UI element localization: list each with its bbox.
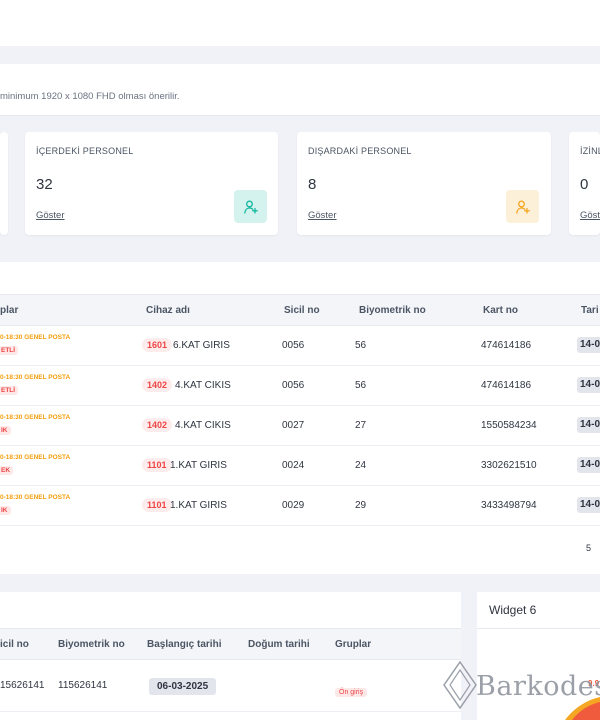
col-groups: Gruplar xyxy=(335,639,372,650)
sicil-no: 0027 xyxy=(282,420,305,431)
widget-title: Widget 6 xyxy=(489,603,537,617)
card-no: 474614186 xyxy=(481,380,532,391)
card-value: 32 xyxy=(36,176,53,193)
col-sicil-no: icil no xyxy=(0,639,29,650)
col-start-date: Başlangıç tarihi xyxy=(147,639,222,650)
date-badge: 14-0 xyxy=(577,497,600,513)
status-badge: ETLİ xyxy=(0,346,19,355)
device-name: 1.KAT GIRIS xyxy=(170,500,227,511)
stat-card-inside-personnel: İÇERDEKİ PERSONEL 32 Göster xyxy=(25,132,278,235)
gauge-chart: 9.9 xyxy=(565,679,600,720)
sicil-no: 0029 xyxy=(282,500,305,511)
access-log-panel: plar Cihaz adı Sicil no Biyometrik no Ka… xyxy=(0,262,600,574)
device-name: 6.KAT GIRIS xyxy=(173,340,230,351)
col-biometric-no: Biyometrik no xyxy=(58,639,125,650)
device-code-badge: 1402 xyxy=(142,378,173,392)
biometric-no: 27 xyxy=(355,420,367,431)
table-row[interactable]: 15626141 115626141 06-03-2025 Ön giriş xyxy=(0,660,461,712)
card-title: İZİNL xyxy=(580,146,600,156)
user-add-icon xyxy=(515,200,530,214)
resolution-notice: minimum 1920 x 1080 FHD olması önerilir. xyxy=(0,64,600,116)
barkodes-logo-icon xyxy=(443,660,477,710)
card-title: DIŞARDAKİ PERSONEL xyxy=(308,146,412,156)
card-icon-box[interactable] xyxy=(506,190,539,223)
shift-label: 0-18:30 GENEL POSTA xyxy=(0,334,71,341)
biometric-no: 115626141 xyxy=(58,680,108,691)
col-birth-date: Doğum tarihi xyxy=(248,639,310,650)
top-bar xyxy=(0,0,600,46)
table-row[interactable]: 0-18:30 GENEL POSTA ETLİ 1402 4.KAT CIKI… xyxy=(0,366,600,406)
card-value: 0 xyxy=(580,176,589,193)
stat-card-inside xyxy=(0,132,8,235)
notice-text: minimum 1920 x 1080 FHD olması önerilir. xyxy=(0,91,180,102)
col-groups: plar xyxy=(0,305,19,316)
card-no: 1550584234 xyxy=(481,420,537,431)
col-card-no: Kart no xyxy=(483,305,518,316)
card-no: 474614186 xyxy=(481,340,532,351)
device-code-badge: 1601 xyxy=(142,338,173,352)
table-row[interactable]: 0-18:30 GENEL POSTA IK 1101 1.KAT GIRIS … xyxy=(0,486,600,526)
card-no: 3433498794 xyxy=(481,500,537,511)
show-link[interactable]: Göster xyxy=(36,210,65,221)
date-badge: 14-0 xyxy=(577,377,600,393)
device-code-badge: 1402 xyxy=(142,418,173,432)
personnel-panel: icil no Biyometrik no Başlangıç tarihi D… xyxy=(0,592,461,720)
status-badge: ETLİ xyxy=(0,386,19,395)
table-row[interactable]: 0-18:30 GENEL POSTA IK 1402 4.KAT CIKIS … xyxy=(0,406,600,446)
pagination-page-5[interactable]: 5 xyxy=(586,543,592,553)
col-device-name: Cihaz adı xyxy=(146,305,190,316)
sicil-no: 0024 xyxy=(282,460,305,471)
gauge-value: 9.9 xyxy=(588,679,600,688)
stat-card-leave-personnel: İZİNL 0 Göst xyxy=(569,132,600,235)
shift-label: 0-18:30 GENEL POSTA xyxy=(0,494,71,501)
table-row[interactable]: 0-18:30 GENEL POSTA ETLİ 1601 6.KAT GIRI… xyxy=(0,326,600,366)
sicil-no: 0056 xyxy=(282,380,305,391)
card-value: 8 xyxy=(308,176,317,193)
group-badge: Ön giriş xyxy=(335,688,368,697)
date-badge: 14-0 xyxy=(577,417,600,433)
date-badge: 14-0 xyxy=(577,457,600,473)
card-no: 3302621510 xyxy=(481,460,537,471)
table-header: icil no Biyometrik no Başlangıç tarihi D… xyxy=(0,628,461,660)
col-date: Tari xyxy=(581,305,599,316)
device-name: 4.KAT CIKIS xyxy=(175,420,231,431)
device-name: 4.KAT CIKIS xyxy=(175,380,231,391)
biometric-no: 24 xyxy=(355,460,367,471)
device-code-badge: 1101 xyxy=(142,498,172,512)
table-header: plar Cihaz adı Sicil no Biyometrik no Ka… xyxy=(0,294,600,326)
user-add-icon xyxy=(243,200,258,214)
status-badge: IK xyxy=(0,506,11,515)
stat-card-outside-personnel: DIŞARDAKİ PERSONEL 8 Göster xyxy=(297,132,551,235)
widget-6: Widget 6 9.9 xyxy=(477,592,600,720)
card-icon-box[interactable] xyxy=(234,190,267,223)
date-badge: 14-0 xyxy=(577,337,600,353)
biometric-no: 56 xyxy=(355,380,367,391)
col-sicil-no: Sicil no xyxy=(284,305,320,316)
table-row[interactable]: 0-18:30 GENEL POSTA EK 1101 1.KAT GIRIS … xyxy=(0,446,600,486)
show-link[interactable]: Göst xyxy=(580,210,600,221)
shift-label: 0-18:30 GENEL POSTA xyxy=(0,374,71,381)
show-link[interactable]: Göster xyxy=(308,210,337,221)
status-badge: IK xyxy=(0,426,11,435)
device-code-badge: 1101 xyxy=(142,458,172,472)
shift-label: 0-18:30 GENEL POSTA xyxy=(0,454,71,461)
device-name: 1.KAT GIRIS xyxy=(170,460,227,471)
shift-label: 0-18:30 GENEL POSTA xyxy=(0,414,71,421)
sicil-no: 0056 xyxy=(282,340,305,351)
widget-divider xyxy=(477,628,600,629)
col-biometric-no: Biyometrik no xyxy=(359,305,426,316)
watermark-text: Barkodes xyxy=(476,671,600,702)
card-title: İÇERDEKİ PERSONEL xyxy=(36,146,134,156)
biometric-no: 56 xyxy=(355,340,367,351)
sicil-no: 15626141 xyxy=(0,680,45,691)
biometric-no: 29 xyxy=(355,500,367,511)
start-date-badge: 06-03-2025 xyxy=(149,678,217,695)
status-badge: EK xyxy=(0,466,14,475)
